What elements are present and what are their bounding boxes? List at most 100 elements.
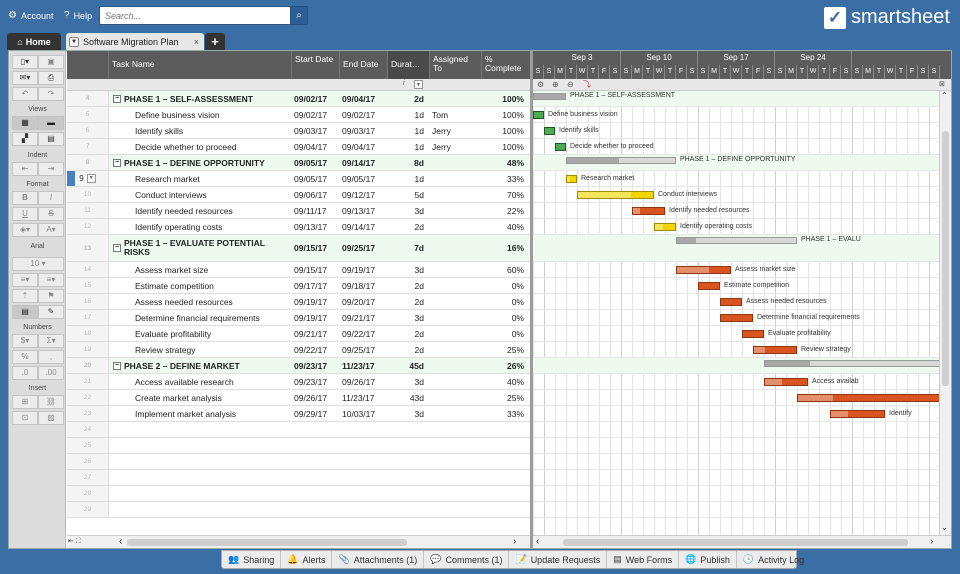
end-date-cell[interactable]: 09/25/17 — [342, 243, 376, 253]
end-date-cell[interactable]: 09/20/17 — [342, 296, 376, 307]
grid-gantt-splitter[interactable] — [530, 51, 533, 548]
gantt-phase-bar[interactable] — [764, 360, 940, 367]
percent-complete-cell[interactable]: 100% — [502, 93, 524, 104]
percent-complete-cell[interactable]: 100% — [502, 141, 524, 152]
highlight-changes-button[interactable]: ⇡ — [12, 289, 38, 303]
gantt-hscroll-thumb[interactable] — [563, 539, 908, 546]
table-row[interactable]: 7 Decide whether to proceed 09/04/17 09/04/… — [67, 139, 530, 155]
row-number[interactable]: 24 — [67, 422, 109, 437]
collapse-icon[interactable]: − — [113, 94, 121, 103]
column-header-pct[interactable]: % Complete — [485, 54, 522, 73]
table-row[interactable]: 29 — [67, 502, 530, 518]
assigned-to-cell[interactable] — [430, 235, 482, 261]
percent-complete-cell[interactable]: 40% — [506, 376, 524, 387]
save-button[interactable]: ▣ — [38, 55, 64, 69]
gantt-task-bar[interactable] — [720, 298, 742, 306]
start-date-cell[interactable]: 09/23/17 — [294, 360, 328, 371]
percent-complete-cell[interactable]: 33% — [506, 408, 524, 419]
table-row[interactable]: 26 — [67, 454, 530, 470]
gantt-scroll-left-icon[interactable]: ‹ — [536, 536, 540, 547]
gantt-task-bar[interactable] — [555, 143, 566, 151]
row-number[interactable]: 10 — [67, 187, 109, 202]
duration-cell[interactable]: 45d — [409, 360, 424, 371]
gantt-task-bar[interactable] — [698, 282, 720, 290]
start-date-cell[interactable]: 09/03/17 — [294, 125, 328, 136]
duration-cell[interactable]: 2d — [414, 328, 424, 339]
table-row[interactable]: 16 Assess needed resources 09/19/17 09/20/1… — [67, 294, 530, 310]
end-date-cell[interactable]: 09/04/17 — [342, 93, 376, 104]
scroll-left-icon[interactable]: ‹ — [119, 536, 123, 547]
task-name-cell[interactable]: Assess market size — [109, 262, 292, 277]
start-date-cell[interactable]: 09/19/17 — [294, 296, 328, 307]
gantt-settings-icon[interactable]: ⚙ — [537, 80, 545, 89]
row-number[interactable]: 26 — [67, 454, 109, 469]
percent-complete-cell[interactable]: 25% — [506, 392, 524, 403]
row-number[interactable]: 8 — [67, 155, 109, 170]
font-size-select[interactable]: 10 ▾ — [12, 257, 64, 271]
gantt-view-button[interactable]: ▬ — [38, 116, 64, 130]
bottom-publish-button[interactable]: 🌐 Publish — [679, 551, 737, 568]
assigned-to-cell[interactable] — [430, 171, 482, 186]
task-name-cell[interactable]: Access available research — [109, 374, 292, 389]
row-number[interactable]: 19 — [67, 342, 109, 357]
assigned-to-cell[interactable]: Jerry — [432, 125, 451, 136]
end-date-cell[interactable]: 09/04/17 — [342, 141, 376, 152]
table-row[interactable]: 14 Assess market size 09/15/17 09/19/17 3d 60… — [67, 262, 530, 278]
table-row[interactable]: 17 Determine financial requirements 09/19/… — [67, 310, 530, 326]
column-header-end[interactable]: End Date — [340, 51, 388, 79]
start-date-cell[interactable]: 09/23/17 — [294, 376, 328, 387]
task-name-cell[interactable]: Decide whether to proceed — [109, 139, 292, 154]
table-row[interactable]: 9 ▼ Research market 09/05/17 09/05/17 1d 33% — [67, 171, 530, 187]
row-number[interactable]: 15 — [67, 278, 109, 293]
gantt-task-bar[interactable] — [577, 191, 654, 199]
row-number[interactable]: 18 — [67, 326, 109, 341]
table-row[interactable]: 18 Evaluate profitability 09/21/17 09/22/17… — [67, 326, 530, 342]
row-menu-chevron-icon[interactable]: ▼ — [86, 174, 96, 183]
account-menu[interactable]: ⚙ Account — [8, 10, 54, 21]
duration-cell[interactable]: 1d — [414, 125, 424, 136]
column-header-assigned[interactable]: Assigned To — [430, 51, 482, 79]
end-date-cell[interactable]: 09/22/17 — [342, 328, 376, 339]
row-number[interactable]: 23 — [67, 406, 109, 421]
row-number[interactable]: 27 — [67, 470, 109, 485]
bottom-activity-button[interactable]: 🕓 Activity Log — [737, 551, 810, 568]
assigned-to-cell[interactable] — [430, 262, 482, 277]
gantt-phase-bar[interactable] — [533, 93, 566, 100]
gantt-vscroll-thumb[interactable] — [942, 131, 949, 386]
duration-cell[interactable]: 43d — [409, 392, 424, 403]
start-date-cell[interactable]: 09/15/17 — [294, 264, 328, 275]
currency-button[interactable]: $▾ — [12, 334, 38, 348]
print-button[interactable]: ⎙ — [38, 71, 64, 85]
assigned-to-cell[interactable] — [430, 187, 482, 202]
table-row[interactable]: 13− PHASE 1 – EVALUATE POTENTIAL RISKS 09/… — [67, 235, 530, 262]
close-gantt-icon[interactable]: ⊠ — [939, 81, 945, 88]
table-row[interactable]: 8− PHASE 1 – DEFINE OPPORTUNITY 09/05/17 09… — [67, 155, 530, 171]
duration-cell[interactable]: 3d — [414, 408, 424, 419]
table-row[interactable]: 6 Identify skills 09/03/17 09/03/17 1d Jerry 1… — [67, 123, 530, 139]
row-number[interactable]: 14 — [67, 262, 109, 277]
duration-cell[interactable]: 3d — [414, 376, 424, 387]
start-date-cell[interactable]: 09/05/17 — [294, 173, 328, 184]
task-name-cell[interactable]: Identify skills — [109, 123, 292, 138]
percent-complete-cell[interactable]: 26% — [506, 360, 524, 371]
task-name-cell[interactable]: − PHASE 1 – SELF-ASSESSMENT — [109, 91, 292, 106]
task-name-cell[interactable]: Identify needed resources — [109, 203, 292, 218]
collapse-icon[interactable]: − — [113, 244, 121, 252]
assigned-to-cell[interactable] — [430, 390, 482, 405]
bold-button[interactable]: B — [12, 191, 38, 205]
gantt-phase-bar[interactable] — [566, 157, 676, 164]
scroll-right-icon[interactable]: › — [513, 536, 517, 547]
row-number[interactable]: 29 — [67, 502, 109, 517]
assigned-to-cell[interactable]: Jerry — [432, 141, 451, 152]
duration-cell[interactable]: 2d — [414, 280, 424, 291]
percent-complete-cell[interactable]: 0% — [511, 328, 524, 339]
start-date-cell[interactable]: 09/17/17 — [294, 280, 328, 291]
new-button[interactable]: ▯▾ — [12, 55, 38, 69]
zoom-in-icon[interactable]: ⊕ — [552, 80, 559, 89]
row-number[interactable]: 22 — [67, 390, 109, 405]
task-name-cell[interactable]: − PHASE 2 – DEFINE MARKET — [109, 358, 292, 373]
thousands-button[interactable]: , — [38, 350, 64, 364]
sum-button[interactable]: Σ▾ — [38, 334, 64, 348]
duration-cell[interactable]: 8d — [414, 157, 424, 168]
valign-button[interactable]: ≡▾ — [38, 273, 64, 287]
